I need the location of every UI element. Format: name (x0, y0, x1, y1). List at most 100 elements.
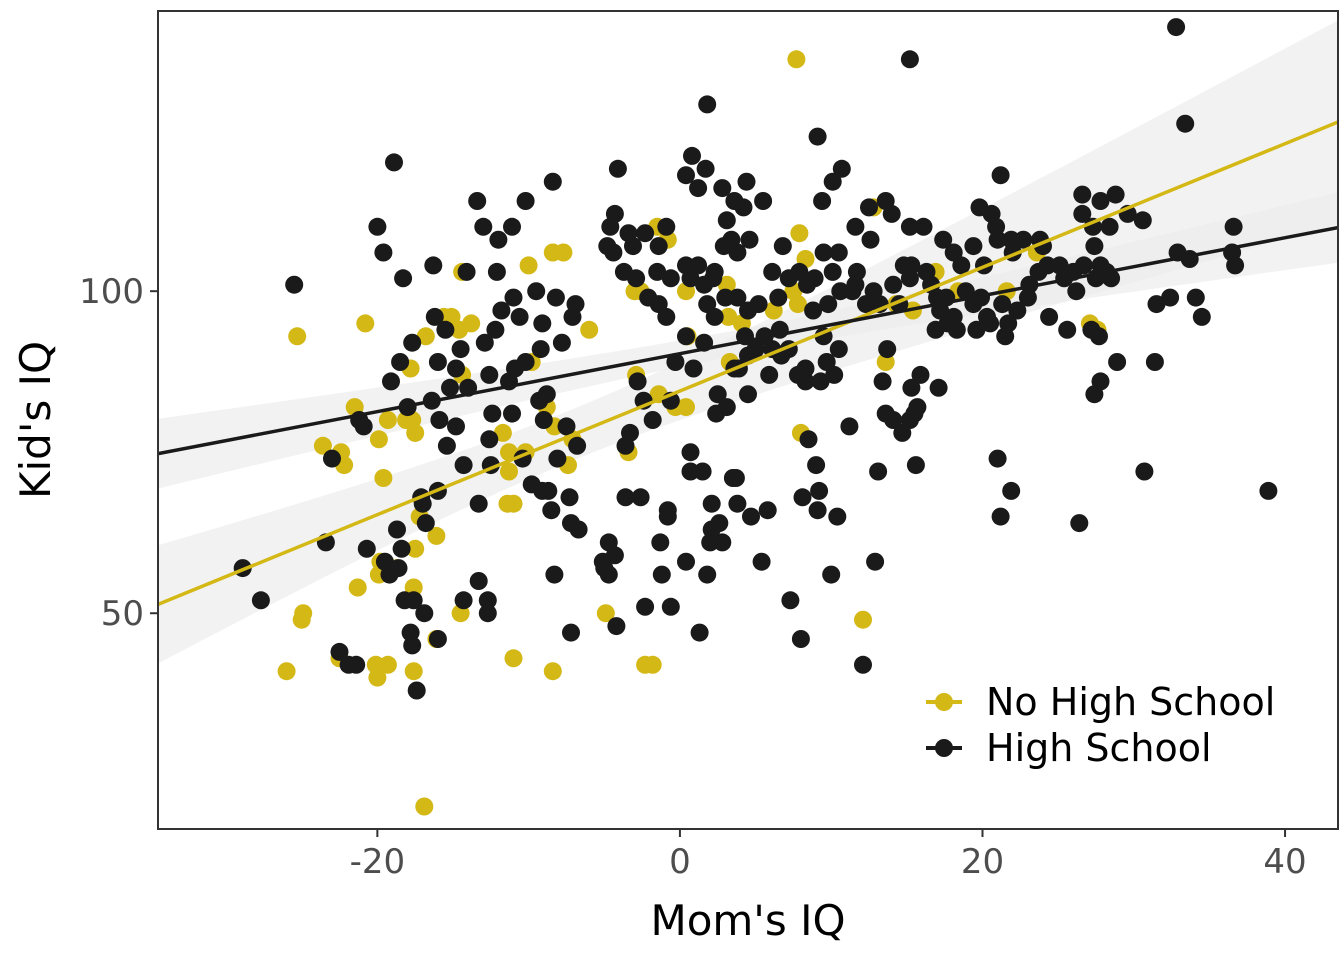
data-point-high-school (651, 533, 670, 552)
data-point-high-school (728, 288, 747, 307)
data-point-high-school (677, 166, 695, 185)
data-point-high-school (860, 198, 878, 217)
data-point-high-school (804, 301, 823, 320)
data-point-no-high-school (288, 327, 307, 346)
data-point-high-school (967, 320, 986, 339)
data-point-high-school (1133, 211, 1152, 230)
fit-line-high-school (158, 225, 1338, 456)
data-point-high-school (1067, 282, 1086, 301)
data-point-high-school (799, 430, 818, 449)
data-point-high-school (548, 449, 567, 468)
data-point-high-school (1090, 327, 1108, 346)
data-point-high-school (734, 198, 753, 217)
data-point-no-high-school (504, 649, 523, 668)
data-point-high-school (608, 159, 627, 178)
data-point-high-school (717, 211, 736, 230)
x-axis-title: Mom's IQ (650, 896, 845, 945)
data-point-high-school (531, 340, 550, 359)
data-point-high-school (713, 533, 732, 552)
data-point-high-school (914, 217, 933, 236)
data-point-high-school (425, 307, 444, 326)
data-point-high-school (708, 385, 727, 404)
data-point-high-school (1224, 217, 1243, 236)
data-point-high-school (677, 552, 695, 571)
data-point-high-school (689, 179, 708, 198)
data-point-high-school (1259, 481, 1278, 500)
data-point-high-school (648, 262, 667, 281)
data-point-high-school (1074, 256, 1093, 275)
data-point-high-school (991, 166, 1010, 185)
data-point-high-school (705, 262, 724, 281)
y-tick-label: 50 (101, 594, 144, 634)
data-point-no-high-school (356, 314, 375, 333)
data-point-high-school (447, 417, 465, 436)
data-point-no-high-school (378, 655, 397, 674)
data-point-high-school (545, 565, 564, 584)
data-point-high-school (773, 237, 792, 256)
data-point-no-high-school (500, 443, 518, 462)
data-point-high-school (1108, 353, 1127, 371)
data-point-high-school (486, 320, 505, 339)
data-point-no-high-school (493, 423, 512, 442)
data-point-high-school (391, 353, 410, 371)
y-axis: 50 100 (79, 272, 158, 634)
data-point-high-school (911, 365, 930, 384)
data-point-high-school (823, 262, 842, 281)
data-point-high-school (614, 262, 633, 281)
data-point-high-school (619, 224, 638, 243)
data-point-high-school (813, 192, 832, 210)
data-point-high-school (616, 488, 635, 507)
data-point-high-school (557, 417, 576, 436)
data-point-high-school (754, 192, 773, 210)
data-point-high-school (713, 179, 732, 198)
data-point-high-school (917, 262, 936, 281)
data-point-no-high-school (500, 462, 518, 481)
data-point-high-school (392, 539, 411, 558)
data-point-no-high-school (677, 398, 695, 417)
data-point-high-school (805, 269, 824, 288)
data-point-high-school (900, 50, 919, 69)
data-point-high-school (840, 417, 859, 436)
data-point-high-school (661, 597, 680, 616)
data-point-high-school (740, 230, 759, 249)
data-point-high-school (769, 288, 788, 307)
data-point-high-school (285, 275, 304, 294)
data-point-high-school (684, 359, 703, 378)
data-point-high-school (424, 256, 443, 275)
data-point-high-school (693, 462, 712, 481)
data-point-high-school (652, 565, 671, 584)
data-point-high-school (793, 488, 812, 507)
data-point-high-school (483, 404, 502, 423)
data-point-high-school (861, 230, 880, 249)
data-point-high-school (569, 520, 588, 539)
data-point-high-school (639, 288, 658, 307)
data-point-high-school (1091, 192, 1110, 210)
data-point-high-school (636, 597, 655, 616)
data-point-high-school (1145, 353, 1164, 371)
data-point-high-school (385, 153, 403, 172)
data-point-high-school (737, 172, 756, 191)
data-point-high-school (1226, 256, 1245, 275)
data-point-high-school (441, 378, 459, 397)
data-point-no-high-school (580, 320, 599, 339)
x-tick-label: 40 (1263, 842, 1306, 882)
data-point-high-school (944, 243, 963, 262)
data-point-high-school (988, 449, 1007, 468)
data-point-high-school (846, 217, 865, 236)
data-point-high-school (475, 333, 494, 352)
data-point-high-school (832, 159, 851, 178)
data-point-no-high-school (277, 662, 296, 681)
data-point-high-school (469, 572, 488, 590)
data-point-high-school (428, 630, 447, 648)
data-point-high-school (537, 385, 556, 404)
x-tick-label: -20 (350, 842, 406, 882)
data-point-high-school (683, 146, 701, 165)
data-point-high-school (1100, 217, 1119, 236)
data-point-no-high-school (543, 662, 562, 681)
data-point-high-school (698, 565, 717, 584)
data-point-high-school (658, 501, 677, 520)
y-tick-label: 100 (79, 272, 144, 312)
data-point-high-school (437, 436, 456, 455)
plot-panel-border (157, 10, 1339, 830)
data-point-high-school (749, 295, 768, 314)
